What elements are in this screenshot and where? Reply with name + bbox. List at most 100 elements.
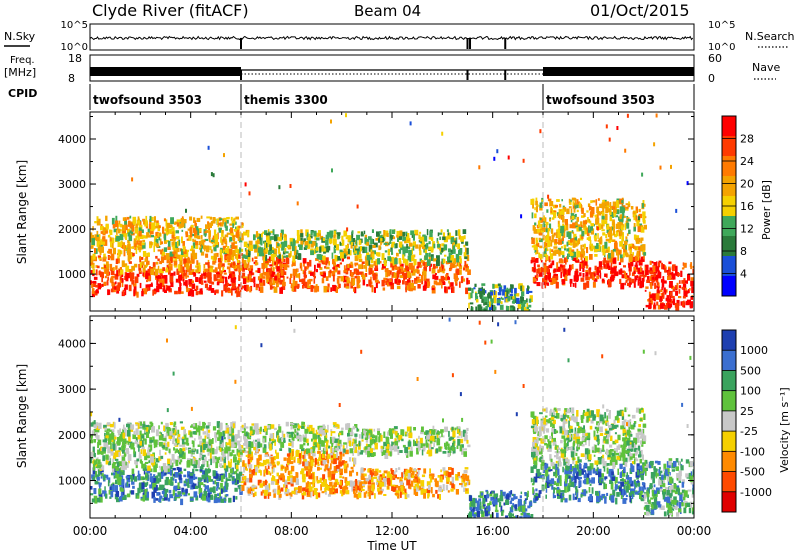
power-cell: [350, 272, 354, 278]
power-cell: [194, 241, 199, 246]
velocity-cell: [286, 489, 290, 494]
power-cell: [682, 301, 684, 308]
velocity-cell: [321, 481, 325, 486]
power-cell: [419, 250, 422, 256]
power-cell: [459, 265, 463, 270]
power-cell: [165, 267, 168, 273]
velocity-cell: [190, 498, 194, 501]
power-cell: [204, 245, 206, 252]
power-cell: [287, 265, 290, 268]
power-cell: [271, 246, 274, 252]
power-cell: [97, 283, 101, 290]
power-ytick-label: 3000: [58, 178, 86, 191]
velocity-cell: [100, 471, 102, 475]
velocity-cell: [201, 464, 205, 467]
power-cell: [224, 276, 228, 282]
power-cell: [479, 290, 483, 298]
power-cell: [150, 235, 155, 238]
power-cell: [442, 258, 446, 264]
power-cell: [431, 267, 436, 274]
power-cell: [182, 245, 186, 252]
power-cell: [238, 275, 241, 281]
power-cell: [236, 291, 238, 298]
power-cell: [389, 234, 393, 241]
power-ytick-label: 4000: [58, 133, 86, 146]
velocity-cell: [199, 478, 202, 484]
power-cell: [685, 300, 690, 306]
power-cell: [626, 277, 631, 281]
velocity-cell: [113, 422, 116, 429]
power-cell: [368, 260, 371, 266]
velocity-cell: [290, 432, 293, 438]
velocity-cell: [332, 422, 337, 425]
power-cell: [112, 247, 116, 255]
power-cell: [409, 287, 413, 292]
velocity-cell: [222, 430, 226, 437]
velocity-cell: [127, 429, 131, 437]
power-cell: [132, 252, 135, 257]
power-cell: [463, 267, 466, 271]
power-cell: [371, 286, 374, 293]
power-cell: [562, 235, 564, 241]
power-cell: [321, 278, 325, 284]
velocity-cell: [202, 438, 206, 444]
power-cell: [539, 238, 543, 243]
power-cell: [497, 292, 502, 296]
velocity-cell: [244, 433, 249, 437]
power-cell: [607, 278, 610, 282]
velocity-cell: [234, 478, 238, 486]
velocity-cell: [306, 426, 311, 432]
power-cell: [597, 266, 599, 273]
power-cell: [574, 257, 577, 263]
velocity-cell: [253, 439, 255, 444]
power-cell: [685, 287, 687, 293]
velocity-cell: [167, 465, 170, 469]
velocity-cell: [352, 450, 354, 456]
velocity-cell: [167, 479, 171, 485]
power-cell: [496, 299, 501, 304]
velocity-cell: [177, 482, 180, 489]
power-cell: [236, 235, 239, 238]
power-cell: [657, 304, 661, 310]
velocity-cell: [260, 470, 262, 476]
power-cell: [534, 229, 538, 234]
power-cell: [167, 285, 171, 291]
velocity-cell: [255, 472, 257, 476]
power-cell: [555, 232, 559, 239]
velocity-cell: [142, 427, 147, 430]
velocity-cell: [292, 476, 296, 483]
velocity-cell: [192, 468, 195, 475]
power-cell: [518, 300, 522, 306]
power-cell: [658, 260, 662, 264]
velocity-cell: [102, 475, 106, 481]
velocity-cell: [174, 492, 177, 500]
power-cell: [399, 266, 403, 269]
velocity-cell: [120, 464, 125, 471]
power-cell: [417, 261, 421, 268]
power-cell: [598, 238, 603, 241]
power-cell: [155, 255, 158, 259]
velocity-cell: [150, 423, 154, 428]
power-cell: [192, 242, 196, 249]
power-cell: [370, 244, 372, 250]
power-cell: [334, 245, 338, 249]
power-cell: [140, 257, 144, 260]
power-cell: [627, 218, 631, 222]
velocity-cell: [329, 453, 333, 456]
power-cell: [571, 249, 575, 252]
power-cell: [657, 286, 660, 293]
power-cell: [569, 199, 572, 203]
power-cell: [583, 253, 585, 259]
power-cell: [411, 248, 413, 255]
power-cell: [301, 278, 304, 284]
power-cell: [265, 254, 268, 261]
nsearch-tick-bottom: 10^0: [708, 42, 735, 53]
power-cell: [369, 264, 374, 268]
power-cell: [536, 247, 538, 251]
power-cell: [651, 261, 654, 264]
power-cell: [205, 224, 209, 230]
power-cell: [208, 269, 211, 273]
power-cell: [451, 262, 455, 268]
power-cell: [540, 266, 544, 274]
power-cell: [544, 281, 547, 289]
